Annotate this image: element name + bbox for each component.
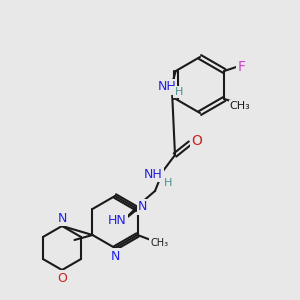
- Text: N: N: [138, 200, 147, 214]
- Text: HN: HN: [108, 214, 126, 227]
- Text: N: N: [110, 250, 120, 262]
- Text: O: O: [57, 272, 67, 284]
- Text: NH: NH: [144, 167, 162, 181]
- Text: F: F: [237, 60, 245, 74]
- Text: H: H: [164, 178, 172, 188]
- Text: CH₃: CH₃: [230, 101, 250, 111]
- Text: N: N: [57, 212, 67, 224]
- Text: H: H: [175, 87, 183, 97]
- Text: O: O: [192, 134, 203, 148]
- Text: CH₃: CH₃: [151, 238, 169, 248]
- Text: NH: NH: [158, 80, 176, 94]
